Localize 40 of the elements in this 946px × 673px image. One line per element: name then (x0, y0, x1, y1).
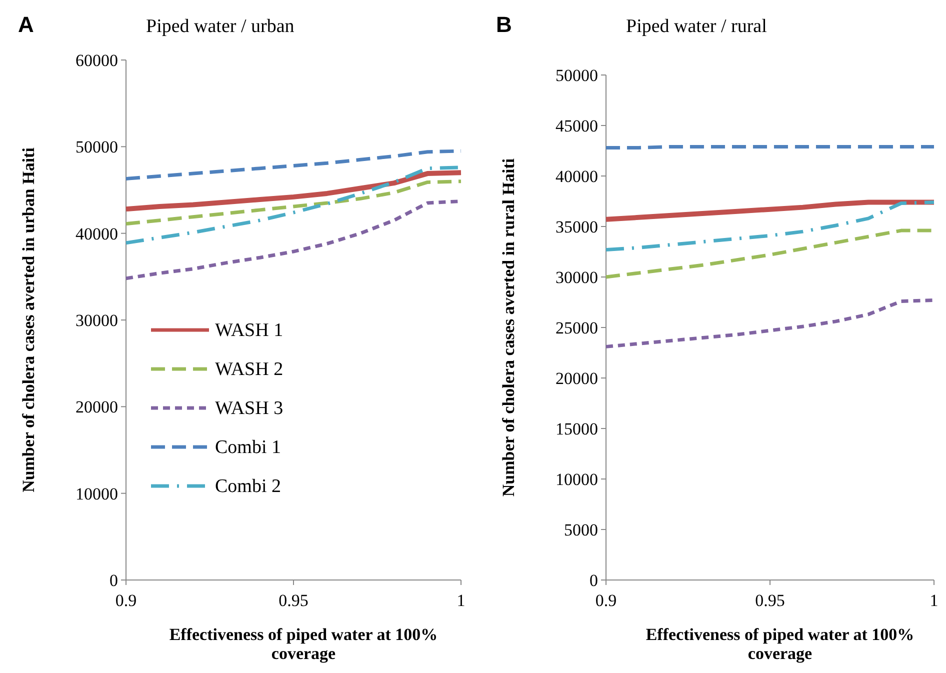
y-tick-label: 20000 (76, 398, 118, 417)
y-tick-label: 10000 (556, 470, 598, 489)
line-series (604, 200, 936, 252)
y-tick-label: 0 (110, 571, 118, 590)
y-tick-label: 35000 (556, 218, 598, 236)
y-tick-label: 50000 (556, 66, 598, 85)
y-axis-title: Number of cholera cases averted in rural Haiti (499, 158, 518, 497)
x-tick-label: 0.9 (595, 591, 617, 610)
chart-title: Piped water / urban (146, 16, 295, 37)
y-tick-label: 5000 (564, 520, 598, 540)
legend-label: WASH 2 (215, 359, 284, 380)
legend-label: WASH 1 (215, 320, 284, 341)
y-tick-label: 15000 (556, 420, 598, 438)
x-axis-title: Effectiveness of piped water at 100% coverage (169, 625, 438, 663)
line-series (124, 180, 463, 226)
y-tick-label: 60000 (76, 51, 118, 70)
y-tick-label: 40000 (76, 224, 118, 244)
legend-label: Combi 1 (215, 437, 281, 458)
chart-title: Piped water / rural (626, 16, 767, 37)
y-tick-label: 40000 (556, 167, 598, 186)
line-series (124, 149, 463, 180)
y-tick-label: 30000 (76, 311, 118, 330)
y-tick-label: 45000 (556, 116, 598, 136)
x-tick-label: 1 (930, 591, 938, 610)
x-tick-label: 0.95 (755, 591, 785, 610)
legend-label: WASH 3 (215, 398, 284, 419)
y-tick-label: 50000 (76, 138, 118, 157)
x-tick-label: 0.9 (115, 591, 137, 610)
legend-label: Combi 2 (215, 476, 281, 497)
y-tick-label: 25000 (556, 318, 598, 338)
x-tick-label: 0.95 (278, 591, 308, 610)
y-tick-label: 30000 (556, 268, 598, 287)
y-tick-label: 10000 (76, 484, 118, 504)
text: A (18, 12, 34, 37)
y-tick-label: 0 (590, 571, 598, 590)
x-axis-title: Effectiveness of piped water at 100% coverage (646, 625, 914, 663)
x-tick-label: 1 (456, 591, 466, 610)
y-tick-label: 20000 (556, 369, 598, 388)
y-axis-title: Number of cholera cases averted in urban Haiti (19, 147, 38, 492)
text: B (496, 12, 512, 37)
